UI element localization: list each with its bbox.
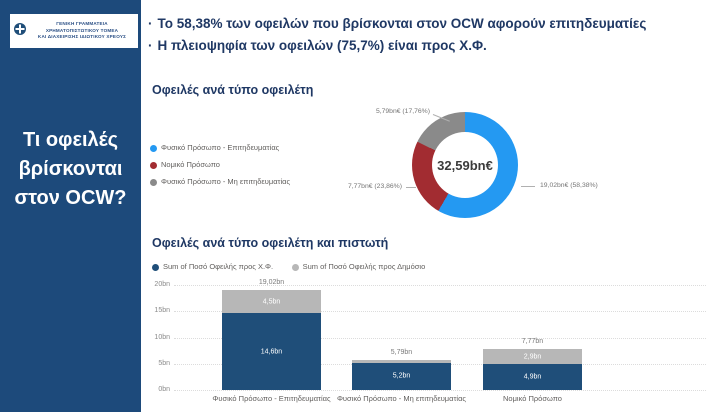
gridline — [174, 390, 706, 391]
legend-item-debt-to-public[interactable]: Sum of Ποσό Οφειλής προς Δημόσιο — [291, 262, 425, 271]
x-axis-category-label: Φυσικό Πρόσωπο - Μη επιτηδευματίας — [336, 394, 467, 403]
bar-segment[interactable]: 5,2bn — [352, 362, 451, 390]
key-finding-2: Η πλειοψηφία των οφειλών (75,7%) είναι π… — [148, 35, 708, 57]
donut-label-legal-person: 7,77bn€ (23,86%) — [347, 183, 402, 190]
bar-segment[interactable]: 4,5bn — [222, 290, 321, 314]
y-axis-tick: 15bn — [154, 307, 170, 315]
org-name-line2: ΚΑΙ ΔΙΑΧΕΙΡΙΣΗΣ ΙΔΙΩΤΙΚΟΥ ΧΡΕΟΥΣ — [37, 34, 127, 40]
donut-chart-title: Οφειλές ανά τύπο οφειλέτη — [152, 83, 314, 97]
bar-chart-title: Οφειλές ανά τύπο οφειλέτη και πιστωτή — [152, 236, 389, 250]
legend-dot-icon — [152, 263, 159, 271]
legend-item-natural-person-professional[interactable]: Φυσικό Πρόσωπο - Επιτηδευματίας — [150, 143, 290, 152]
legend-dot-icon — [150, 161, 157, 169]
legend-item-legal-person[interactable]: Νομικό Πρόσωπο — [150, 160, 290, 169]
x-axis-category-label: Νομικό Πρόσωπο — [503, 394, 562, 403]
bar-segment-label: 4,5bn — [262, 298, 281, 306]
gridline — [174, 285, 706, 286]
donut-label-non-professional: 5,79bn€ (17,76%) — [375, 108, 430, 115]
gridline — [174, 311, 706, 313]
legend-dot-icon — [150, 144, 157, 152]
page-title: Τι οφειλές βρίσκονται στον OCW? — [14, 129, 127, 209]
gridline — [174, 337, 706, 339]
bar-segment-label: 2,9bn — [523, 353, 542, 361]
bar-segment-label: 5,2bn — [392, 372, 411, 380]
key-finding-1: Το 58,38% των οφειλών που βρίσκονται στο… — [148, 13, 708, 35]
sidebar: ΓΕΝΙΚΗ ΓΡΑΜΜΑΤΕΙΑ ΧΡΗΜΑΤΟΠΙΣΤΩΤΙΚΟΥ ΤΟΜΕ… — [0, 0, 141, 412]
leader-line — [521, 186, 535, 187]
y-axis-tick: 0bn — [158, 386, 170, 393]
bar-total-label: 5,79bn — [390, 348, 413, 356]
y-axis-tick: 10bn — [154, 333, 170, 341]
greek-emblem-icon — [14, 22, 26, 40]
donut-center: 32,59bn€ — [432, 132, 498, 198]
key-findings: Το 58,38% των οφειλών που βρίσκονται στο… — [148, 13, 708, 57]
legend-item-natural-person-non-professional[interactable]: Φυσικό Πρόσωπο - Μη επιτηδευματίας — [150, 177, 290, 186]
bar-chart[interactable]: 0bn 5bn 10bn 15bn 20bn 14,6bn 4,5bn 19,02bn Φυσι… — [150, 278, 710, 408]
bar-segment[interactable]: 4,9bn — [483, 364, 582, 390]
bar-segment[interactable] — [352, 359, 451, 363]
bar-segment-label: 14,6bn — [260, 348, 283, 356]
y-axis-tick: 5bn — [158, 359, 170, 367]
x-axis-category-label: Φυσικό Πρόσωπο - Επιτηδευματίας — [212, 394, 331, 403]
legend-dot-icon — [150, 178, 157, 186]
org-name: ΓΕΝΙΚΗ ΓΡΑΜΜΑΤΕΙΑ ΧΡΗΜΑΤΟΠΙΣΤΩΤΙΚΟΥ ΤΟΜΕ… — [30, 21, 134, 42]
bar-segment[interactable]: 14,6bn — [222, 313, 321, 390]
bar-total-label: 7,77bn — [521, 338, 544, 346]
org-logo: ΓΕΝΙΚΗ ΓΡΑΜΜΑΤΕΙΑ ΧΡΗΜΑΤΟΠΙΣΤΩΤΙΚΟΥ ΤΟΜΕ… — [10, 14, 138, 48]
bar-segment[interactable]: 2,9bn — [483, 349, 582, 365]
org-name-line1: ΓΕΝΙΚΗ ΓΡΑΜΜΑΤΕΙΑ ΧΡΗΜΑΤΟΠΙΣΤΩΤΙΚΟΥ ΤΟΜΕ… — [45, 20, 119, 33]
leader-line — [406, 187, 416, 188]
bar-total-label: 19,02bn — [258, 279, 285, 287]
y-axis-tick: 20bn — [154, 281, 170, 288]
legend-item-debt-to-fin-institutions[interactable]: Sum of Ποσό Οφειλής προς Χ.Φ. — [152, 262, 273, 271]
donut-legend: Φυσικό Πρόσωπο - Επιτηδευματίας Νομικό Π… — [150, 143, 290, 194]
donut-total-value: 32,59bn€ — [437, 157, 493, 173]
bar-chart-legend: Sum of Ποσό Οφειλής προς Χ.Φ. Sum of Ποσ… — [152, 256, 439, 274]
legend-dot-icon — [291, 263, 299, 271]
bar-segment-label: 4,9bn — [523, 373, 542, 381]
donut-label-professional: 19,02bn€ (58,38%) — [540, 182, 598, 189]
